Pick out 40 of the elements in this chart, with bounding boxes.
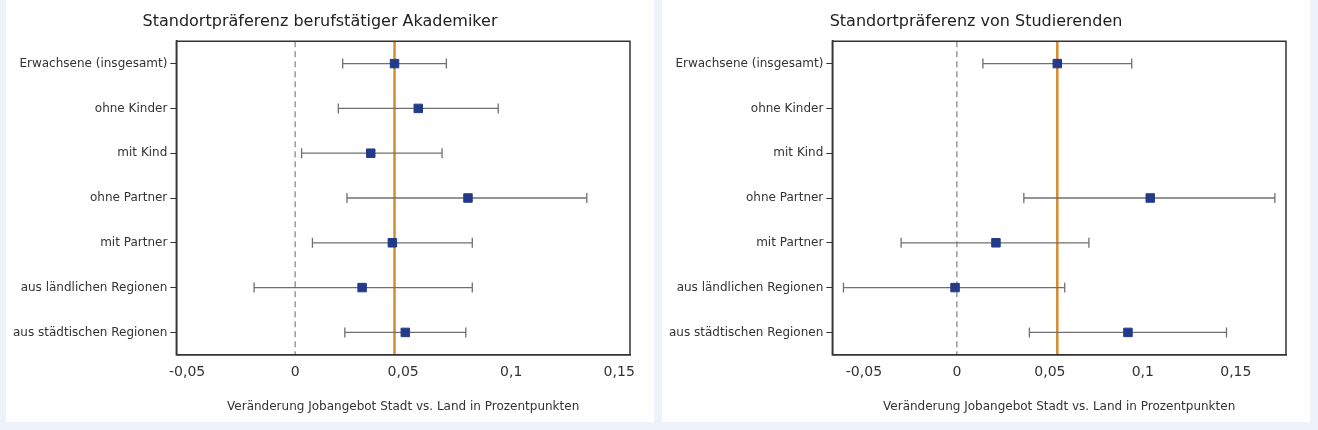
chart-title: Standortpräferenz berufstätiger Akademiker — [142, 10, 498, 30]
y-tick-label: ohne Kinder — [750, 100, 824, 115]
x-tick-label: -0,05 — [845, 362, 883, 379]
y-tick-label: Erwachsene (insgesamt) — [19, 55, 168, 70]
point — [991, 238, 1001, 248]
point — [1123, 327, 1133, 338]
x-tick-label: 0,1 — [500, 362, 523, 379]
point — [366, 148, 376, 158]
y-tick-label: mit Kind — [773, 145, 824, 160]
y-tick-label: mit Kind — [117, 145, 168, 160]
y-tick-label: ohne Partner — [745, 190, 824, 205]
point — [400, 327, 411, 338]
x-axis-title: Veränderung Jobangebot Stadt vs. Land in Prozentpunkten — [883, 398, 1236, 413]
point — [357, 282, 367, 293]
y-tick-label: ohne Partner — [89, 190, 168, 205]
point — [1145, 193, 1156, 203]
x-axis-title: Veränderung Jobangebot Stadt vs. Land in Prozentpunkten — [227, 398, 580, 413]
x-tick-label: 0,15 — [1220, 362, 1252, 379]
point — [389, 58, 400, 69]
y-tick-label: Erwachsene (insgesamt) — [675, 55, 824, 70]
x-tick-label: 0 — [952, 362, 962, 379]
y-tick-label: aus städtischen Regionen — [12, 324, 168, 339]
y-tick-label: aus ländlichen Regionen — [676, 279, 824, 294]
x-tick-label: 0,05 — [1034, 362, 1066, 379]
point — [950, 282, 960, 293]
x-tick-label: 0,1 — [1131, 362, 1154, 379]
chart-title: Standortpräferenz von Studierenden — [829, 10, 1123, 30]
point — [1052, 58, 1063, 69]
y-tick-label: mit Partner — [100, 234, 168, 249]
x-tick-label: 0 — [290, 362, 300, 379]
x-tick-label: -0,05 — [169, 362, 206, 379]
y-tick-label: mit Partner — [756, 234, 824, 249]
point — [387, 238, 398, 248]
y-tick-label: aus städtischen Regionen — [668, 324, 824, 339]
point — [413, 103, 424, 114]
x-tick-label: 0,15 — [603, 362, 635, 379]
y-tick-label: ohne Kinder — [94, 100, 168, 115]
point — [463, 193, 473, 203]
y-tick-label: aus ländlichen Regionen — [20, 279, 168, 294]
x-tick-label: 0,05 — [387, 362, 419, 379]
